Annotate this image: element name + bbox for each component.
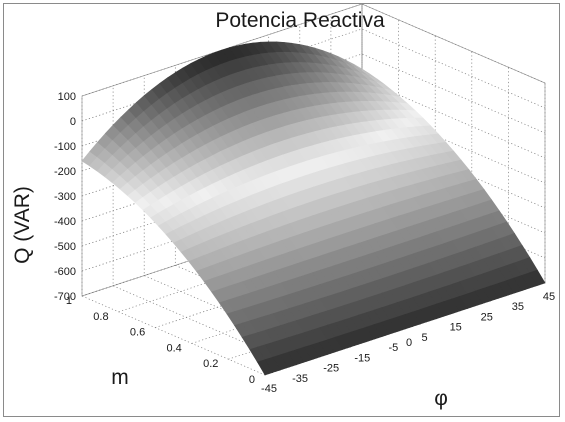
y-tick-label: 0.6: [130, 327, 145, 339]
z-tick-label: -300: [54, 191, 76, 203]
surface: [81, 41, 546, 376]
z-tick-label: 100: [58, 91, 76, 103]
z-tick-label: 0: [70, 116, 76, 128]
x-tick-label: 15: [450, 322, 462, 334]
y-tick-label: 0: [249, 374, 255, 386]
y-tick-label: 0.4: [167, 342, 182, 354]
x-tick-label: -5: [389, 342, 399, 354]
z-tick-label: -100: [54, 141, 76, 153]
x-tick-label: -45: [261, 383, 277, 395]
figure-border: [3, 3, 560, 417]
x-tick-label: 25: [481, 311, 493, 323]
tick-labels: 1000-100-200-300-400-500-600-700-45-35-2…: [54, 91, 555, 395]
surface-patch: [529, 269, 546, 286]
z-tick-label: -600: [54, 266, 76, 278]
x-tick-label: 0: [406, 337, 412, 349]
chart-title: Potencia Reactiva: [215, 9, 385, 32]
x-tick-label: -25: [323, 363, 339, 375]
y-gridline: [81, 4, 363, 297]
x-tick-label: 5: [422, 332, 428, 344]
y-tick-label: 0.8: [93, 311, 108, 323]
x-axis-label: φ: [434, 387, 448, 410]
z-gridline: [81, 3, 546, 97]
z-tick-label: -200: [54, 166, 76, 178]
y-axis-label: m: [111, 366, 129, 389]
z-tick-label: -700: [54, 291, 76, 303]
z-tick-label: -500: [54, 241, 76, 253]
y-tick-label: 0.2: [203, 358, 218, 370]
x-tick-label: -15: [354, 352, 370, 364]
y-tick-label: 1: [66, 295, 72, 307]
z-tick-label: -400: [54, 216, 76, 228]
x-tick-label: 35: [512, 301, 524, 313]
x-tick-label: -35: [292, 373, 308, 385]
x-tick-label: 45: [543, 291, 555, 303]
z-axis-label: Q (VAR): [11, 186, 34, 264]
